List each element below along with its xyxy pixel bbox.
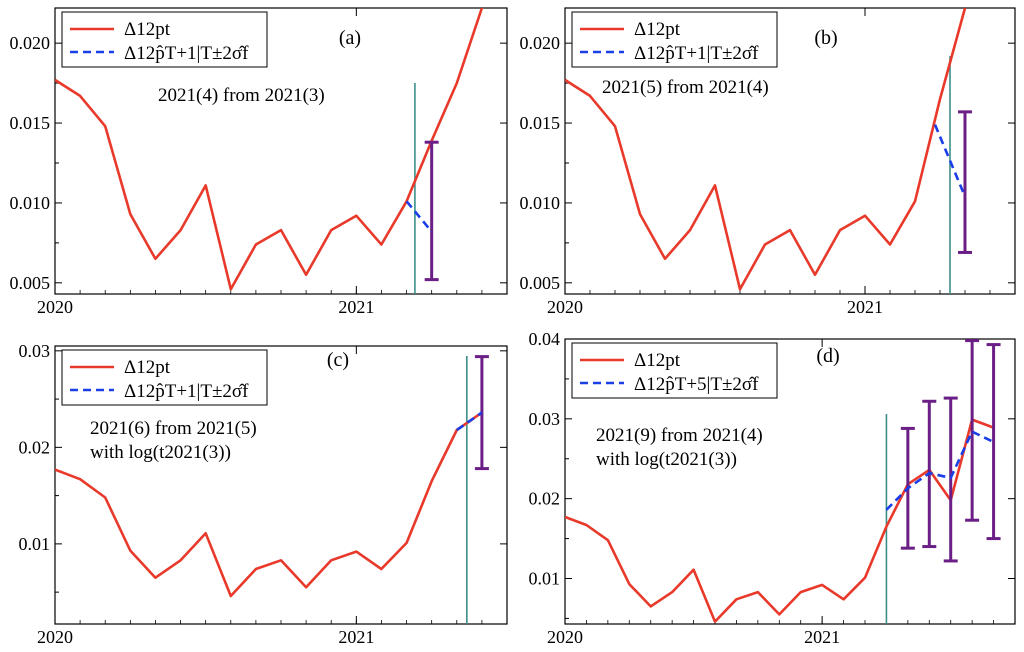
x-tick-label: 2021 xyxy=(338,627,374,647)
actual-series-line xyxy=(55,8,484,291)
legend-box xyxy=(571,342,778,399)
error-bar xyxy=(965,339,980,522)
y-tick-label: 0.02 xyxy=(529,489,561,509)
legend: Δ12pt Δ12p̂T+5|T±2σ̂f xyxy=(571,342,778,399)
y-tick-label: 0.01 xyxy=(529,568,561,588)
y-tick-label: 0.020 xyxy=(520,33,561,53)
annotation-text: 2021(6) from 2021(5) xyxy=(90,418,257,439)
legend: Δ12pt Δ12p̂T+1|T±2σ̂f xyxy=(61,349,268,406)
y-tick-label: 0.02 xyxy=(19,437,51,457)
legend-box xyxy=(61,11,268,68)
annotation-text: with log(t2021(3)) xyxy=(596,449,737,470)
legend-label-actual: Δ12pt xyxy=(124,357,171,378)
error-bar xyxy=(943,396,958,563)
y-tick-label: 0.010 xyxy=(10,193,51,213)
chart-panel: 0.005 0.010 0.015 0.020 2020 2021 Δ12pt Δ12p̂T+… xyxy=(520,7,1016,317)
y-tick-label: 0.015 xyxy=(520,113,561,133)
actual-series-line xyxy=(55,411,483,598)
chart-panel: 0.01 0.02 0.03 2020 2021 Δ12pt Δ12p̂T+1|T±2σ̂f… xyxy=(19,341,508,647)
chart-panel: 0.01 0.02 0.03 0.04 2020 2021 Δ12pt Δ12p̂T+5|T±… xyxy=(529,329,1016,647)
x-tick-label: 2021 xyxy=(804,627,840,647)
legend-box xyxy=(571,11,778,68)
x-tick-label: 2021 xyxy=(338,297,374,317)
x-tick-label: 2020 xyxy=(547,297,583,317)
plot-area xyxy=(565,8,972,294)
forecast-series-line xyxy=(456,411,483,432)
panel-label: (d) xyxy=(816,345,839,367)
legend: Δ12pt Δ12p̂T+1|T±2σ̂f xyxy=(571,11,778,68)
annotation-text: 2021(9) from 2021(4) xyxy=(596,425,763,446)
legend-label-forecast: Δ12p̂T+1|T±2σ̂f xyxy=(634,43,759,64)
y-tick-label: 0.020 xyxy=(10,33,51,53)
x-tick-label: 2020 xyxy=(547,627,583,647)
legend-box xyxy=(61,349,268,406)
legend: Δ12pt Δ12p̂T+1|T±2σ̂f xyxy=(61,11,268,68)
actual-series-line xyxy=(565,418,995,623)
plot-area xyxy=(55,355,489,624)
legend-label-forecast: Δ12p̂T+1|T±2σ̂f xyxy=(124,43,249,64)
annotation-text: 2021(5) from 2021(4) xyxy=(602,77,769,98)
x-tick-label: 2020 xyxy=(37,297,73,317)
y-tick-label: 0.015 xyxy=(10,113,51,133)
forecast-series-line xyxy=(405,200,433,233)
legend-label-forecast: Δ12p̂T+5|T±2σ̂f xyxy=(634,374,759,395)
annotation-text: 2021(4) from 2021(3) xyxy=(158,85,325,106)
plot-area xyxy=(565,339,1001,624)
plot-frame xyxy=(564,338,1016,625)
annotation-text: with log(t2021(3)) xyxy=(90,442,231,463)
y-tick-label: 0.03 xyxy=(19,341,51,361)
legend-label-forecast: Δ12p̂T+1|T±2σ̂f xyxy=(124,381,249,402)
legend-label-actual: Δ12pt xyxy=(634,350,681,371)
plot-area xyxy=(55,8,484,294)
x-tick-label: 2020 xyxy=(37,627,73,647)
legend-label-actual: Δ12pt xyxy=(634,19,681,40)
y-tick-label: 0.03 xyxy=(529,409,561,429)
y-tick-label: 0.04 xyxy=(529,329,561,349)
panel-label: (b) xyxy=(814,27,837,49)
x-tick-label: 2021 xyxy=(847,297,883,317)
error-bar xyxy=(957,110,972,254)
y-tick-label: 0.01 xyxy=(19,534,51,554)
error-bar xyxy=(424,140,439,282)
y-tick-label: 0.005 xyxy=(10,273,51,293)
forecast-series-line xyxy=(885,429,995,511)
error-bar xyxy=(986,343,1001,541)
y-tick-label: 0.005 xyxy=(520,273,561,293)
actual-series-line xyxy=(565,8,967,291)
y-tick-label: 0.010 xyxy=(520,193,561,213)
panel-label: (a) xyxy=(339,27,361,49)
chart-panel: 0.005 0.010 0.015 0.020 2020 2021 Δ12pt Δ12p̂T+… xyxy=(10,7,508,317)
legend-label-actual: Δ12pt xyxy=(124,19,171,40)
panel-label: (c) xyxy=(327,349,349,371)
